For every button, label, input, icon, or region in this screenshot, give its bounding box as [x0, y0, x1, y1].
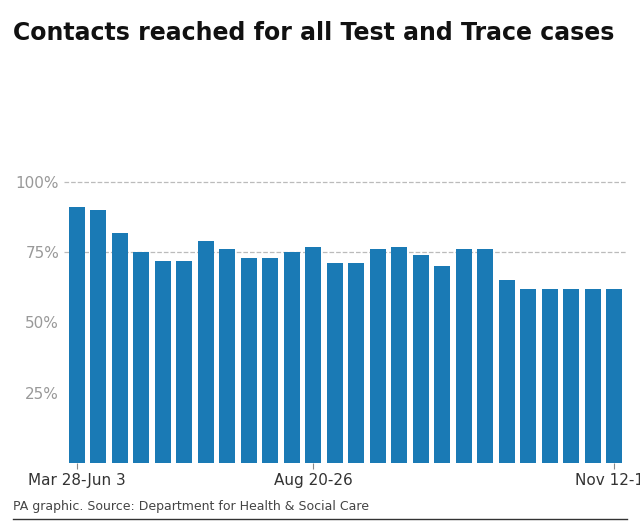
Bar [284, 252, 300, 463]
Bar [606, 289, 622, 463]
Bar [348, 263, 364, 463]
Bar [585, 289, 601, 463]
Bar [133, 252, 150, 463]
Bar [90, 210, 106, 463]
Text: Contacts reached for all Test and Trace cases: Contacts reached for all Test and Trace … [13, 21, 614, 45]
Bar [220, 250, 236, 463]
Bar [155, 261, 171, 463]
Bar [241, 258, 257, 463]
Text: PA graphic. Source: Department for Health & Social Care: PA graphic. Source: Department for Healt… [13, 501, 369, 513]
Bar [477, 250, 493, 463]
Bar [305, 247, 321, 463]
Bar [541, 289, 558, 463]
Bar [391, 247, 408, 463]
Bar [435, 267, 451, 463]
Bar [413, 255, 429, 463]
Bar [69, 207, 85, 463]
Bar [198, 241, 214, 463]
Bar [327, 263, 343, 463]
Bar [176, 261, 193, 463]
Bar [563, 289, 579, 463]
Bar [456, 250, 472, 463]
Bar [520, 289, 536, 463]
Bar [499, 280, 515, 463]
Bar [370, 250, 386, 463]
Bar [112, 232, 128, 463]
Bar [262, 258, 278, 463]
